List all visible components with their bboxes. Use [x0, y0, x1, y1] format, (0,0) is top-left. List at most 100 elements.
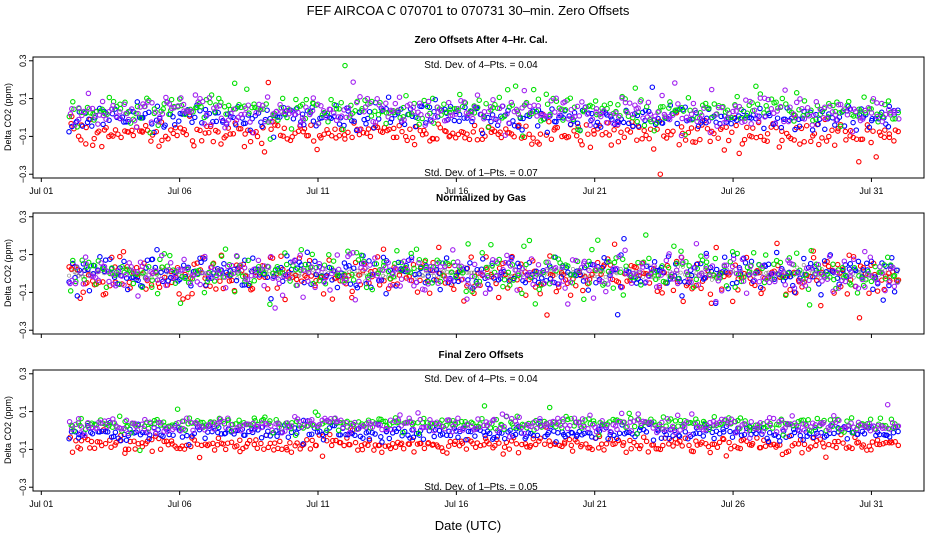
data-point-blue — [510, 118, 516, 124]
data-point-green — [660, 103, 666, 110]
data-point-blue — [347, 281, 354, 287]
data-point-purple — [158, 420, 164, 426]
data-point-purple — [502, 259, 509, 266]
data-point-green — [160, 106, 166, 112]
data-point-green — [527, 274, 534, 281]
data-point-red — [96, 128, 102, 134]
data-point-green — [589, 246, 595, 253]
data-point-purple — [179, 267, 185, 273]
data-point-purple — [478, 111, 485, 118]
data-point-red — [835, 438, 841, 445]
data-point-red — [843, 445, 850, 451]
data-point-red — [156, 143, 162, 149]
data-point-red — [513, 441, 520, 447]
data-point-purple — [387, 282, 394, 289]
data-point-green — [303, 96, 310, 103]
data-point-purple — [634, 417, 641, 423]
data-point-red — [705, 443, 712, 450]
data-point-purple — [500, 103, 506, 109]
data-point-purple — [780, 269, 787, 276]
data-point-purple — [579, 99, 585, 105]
data-point-blue — [431, 433, 437, 440]
data-point-green — [727, 259, 734, 265]
data-point-red — [553, 288, 560, 295]
data-point-purple — [630, 270, 637, 277]
data-point-red — [881, 134, 888, 141]
data-point-green — [746, 269, 753, 275]
data-point-blue — [469, 118, 475, 125]
data-point-purple — [441, 426, 448, 432]
data-point-purple — [607, 112, 614, 118]
data-point-red — [222, 446, 229, 453]
data-point-red — [414, 441, 421, 447]
data-point-purple — [175, 420, 182, 426]
data-point-purple — [664, 416, 671, 422]
data-point-purple — [181, 256, 187, 263]
data-point-purple — [352, 419, 358, 426]
data-point-purple — [545, 259, 551, 265]
data-point-blue — [176, 118, 182, 124]
data-point-purple — [178, 95, 184, 101]
data-point-blue — [734, 279, 740, 286]
data-point-blue — [553, 119, 559, 125]
data-point-gray — [466, 270, 471, 275]
data-point-purple — [542, 113, 549, 119]
data-point-green — [227, 106, 234, 113]
data-point-green — [865, 268, 871, 275]
data-point-red — [801, 441, 808, 448]
data-point-purple — [852, 108, 859, 115]
data-point-green — [496, 94, 503, 101]
data-point-blue — [221, 261, 227, 267]
panel-zero-offsets-after-cal: Zero Offsets After 4–Hr. Cal. −0.3 −0.1 … — [3, 35, 925, 196]
data-point-green — [674, 107, 680, 113]
data-point-green — [422, 257, 429, 264]
data-point-green — [568, 415, 574, 422]
data-point-purple — [218, 115, 225, 122]
data-point-purple — [320, 265, 326, 272]
data-point-blue — [821, 258, 828, 264]
data-point-purple — [782, 425, 788, 431]
data-point-green — [779, 95, 786, 102]
data-point-green — [355, 257, 362, 263]
data-point-blue — [149, 256, 156, 263]
data-point-green — [713, 422, 720, 429]
data-point-red — [612, 440, 618, 447]
data-point-green — [891, 272, 898, 279]
data-point-blue — [201, 256, 208, 262]
data-point-purple — [837, 101, 844, 108]
data-point-green — [674, 260, 680, 266]
data-point-red — [308, 273, 315, 279]
data-point-green — [623, 108, 629, 115]
data-point-green — [267, 418, 273, 424]
data-point-purple — [416, 260, 422, 266]
data-point-green — [373, 261, 380, 267]
data-point-purple — [506, 120, 512, 126]
data-point-purple — [361, 108, 367, 115]
data-point-gray — [432, 274, 437, 278]
data-point-green — [830, 261, 836, 268]
data-point-purple — [751, 277, 758, 284]
data-point-blue — [86, 287, 93, 294]
data-point-purple — [892, 108, 898, 114]
data-point-blue — [659, 120, 666, 126]
data-point-purple — [587, 122, 593, 128]
data-point-red — [715, 135, 721, 141]
data-point-blue — [463, 437, 469, 443]
data-point-red — [855, 439, 862, 446]
data-point-purple — [374, 96, 380, 102]
data-point-blue — [480, 256, 486, 262]
data-point-purple — [184, 265, 190, 271]
y-tick-label: −0.3 — [18, 321, 28, 339]
data-point-purple — [225, 117, 232, 123]
y-axis-label: Delta CO2 (ppm) — [3, 83, 13, 151]
data-point-red — [139, 129, 146, 135]
data-point-purple — [722, 416, 729, 423]
data-point-purple — [581, 258, 588, 265]
data-point-purple — [614, 426, 620, 433]
data-point-purple — [556, 281, 562, 287]
data-point-blue — [250, 255, 256, 261]
data-point-purple — [117, 115, 124, 122]
data-point-purple — [867, 254, 874, 260]
data-point-purple — [809, 122, 816, 128]
data-point-red — [868, 447, 874, 453]
